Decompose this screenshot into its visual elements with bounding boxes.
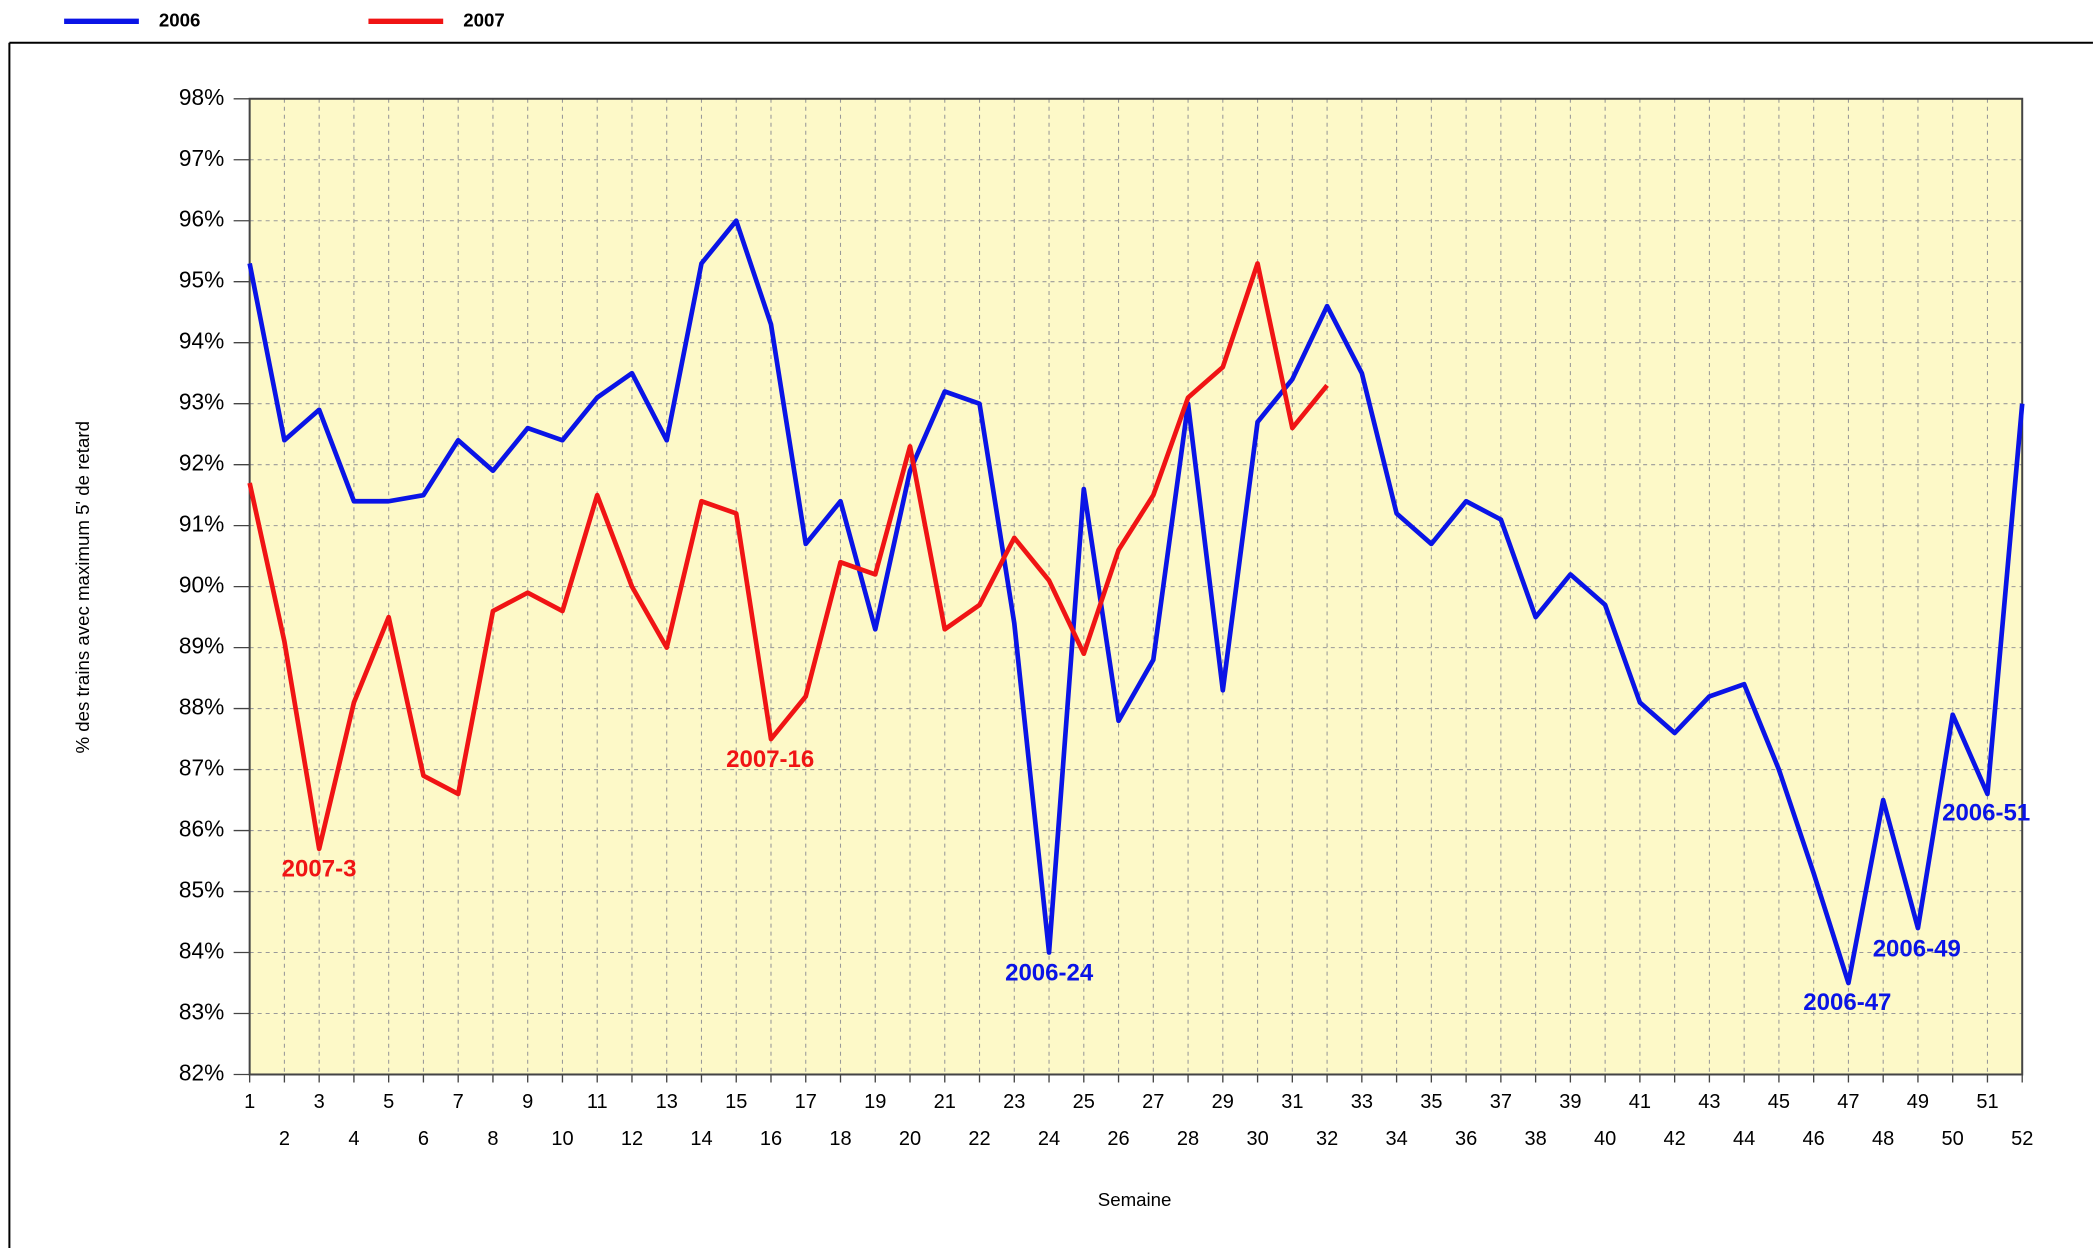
x-tick-label: 45 bbox=[1768, 1091, 1790, 1113]
x-tick-label: 39 bbox=[1559, 1091, 1581, 1113]
legend-label: 2006 bbox=[159, 9, 201, 30]
x-tick-label: 41 bbox=[1629, 1091, 1651, 1113]
y-tick-label: 87% bbox=[179, 755, 224, 781]
x-tick-label: 17 bbox=[795, 1091, 817, 1113]
y-tick-label: 83% bbox=[179, 998, 224, 1024]
x-tick-label: 27 bbox=[1142, 1091, 1164, 1113]
legend-label: 2007 bbox=[463, 9, 505, 30]
x-tick-label: 50 bbox=[1942, 1128, 1964, 1150]
x-tick-label: 22 bbox=[968, 1128, 990, 1150]
x-tick-label: 43 bbox=[1698, 1091, 1720, 1113]
x-tick-label: 38 bbox=[1524, 1128, 1546, 1150]
x-tick-label: 52 bbox=[2011, 1128, 2033, 1150]
annotation: 2007-3 bbox=[282, 856, 357, 883]
x-tick-label: 48 bbox=[1872, 1128, 1894, 1150]
x-tick-label: 20 bbox=[899, 1128, 921, 1150]
x-tick-label: 34 bbox=[1385, 1128, 1407, 1150]
x-tick-label: 32 bbox=[1316, 1128, 1338, 1150]
x-tick-label: 36 bbox=[1455, 1128, 1477, 1150]
x-tick-label: 21 bbox=[934, 1091, 956, 1113]
x-tick-label: 35 bbox=[1420, 1091, 1442, 1113]
x-axis-label: Semaine bbox=[1098, 1189, 1172, 1210]
y-tick-label: 82% bbox=[179, 1059, 224, 1085]
x-tick-label: 12 bbox=[621, 1128, 643, 1150]
y-tick-label: 96% bbox=[179, 206, 224, 232]
x-tick-label: 3 bbox=[314, 1091, 325, 1113]
series-line bbox=[247, 261, 1329, 852]
y-tick-label: 91% bbox=[179, 511, 224, 537]
x-tick-label: 15 bbox=[725, 1091, 747, 1113]
x-tick-label: 49 bbox=[1907, 1091, 1929, 1113]
x-tick-label: 6 bbox=[418, 1128, 429, 1150]
y-tick-label: 97% bbox=[179, 145, 224, 171]
x-tick-label: 29 bbox=[1212, 1091, 1234, 1113]
x-tick-label: 24 bbox=[1038, 1128, 1060, 1150]
x-tick-label: 44 bbox=[1733, 1128, 1755, 1150]
x-tick-label: 51 bbox=[1976, 1091, 1998, 1113]
x-tick-label: 40 bbox=[1594, 1128, 1616, 1150]
x-tick-label: 28 bbox=[1177, 1128, 1199, 1150]
y-tick-label: 90% bbox=[179, 572, 224, 598]
x-tick-label: 11 bbox=[587, 1091, 608, 1113]
y-tick-label: 95% bbox=[179, 267, 224, 293]
y-tick-label: 84% bbox=[179, 938, 224, 964]
x-tick-label: 2 bbox=[279, 1128, 290, 1150]
y-axis-label: % des trains avec maximum 5' de retard bbox=[72, 421, 93, 754]
y-tick-label: 92% bbox=[179, 450, 224, 476]
x-tick-label: 18 bbox=[829, 1128, 851, 1150]
annotation: 2006-24 bbox=[1005, 960, 1094, 987]
x-tick-label: 1 bbox=[244, 1091, 255, 1113]
x-tick-label: 37 bbox=[1490, 1091, 1512, 1113]
annotation: 2007-16 bbox=[726, 746, 814, 773]
x-tick-label: 33 bbox=[1351, 1091, 1373, 1113]
y-tick-label: 98% bbox=[179, 84, 224, 110]
y-tick-label: 86% bbox=[179, 816, 224, 842]
x-tick-label: 23 bbox=[1003, 1091, 1025, 1113]
x-tick-label: 42 bbox=[1664, 1128, 1686, 1150]
x-tick-label: 16 bbox=[760, 1128, 782, 1150]
y-tick-label: 88% bbox=[179, 694, 224, 720]
x-tick-label: 31 bbox=[1281, 1091, 1303, 1113]
x-tick-label: 25 bbox=[1073, 1091, 1095, 1113]
marks bbox=[247, 218, 2025, 986]
x-tick-label: 4 bbox=[348, 1128, 359, 1150]
series-line bbox=[247, 218, 2025, 986]
y-tick-label: 85% bbox=[179, 877, 224, 903]
x-tick-label: 7 bbox=[453, 1091, 464, 1113]
y-tick-label: 93% bbox=[179, 389, 224, 415]
x-tick-label: 8 bbox=[487, 1128, 498, 1150]
x-tick-label: 47 bbox=[1837, 1091, 1859, 1113]
y-tick-label: 94% bbox=[179, 328, 224, 354]
annotation: 2006-47 bbox=[1803, 989, 1891, 1016]
x-tick-label: 5 bbox=[383, 1091, 394, 1113]
y-tick-label: 89% bbox=[179, 633, 224, 659]
annotation: 2006-49 bbox=[1873, 936, 1961, 963]
x-tick-label: 14 bbox=[690, 1128, 712, 1150]
x-tick-label: 10 bbox=[551, 1128, 573, 1150]
x-tick-label: 9 bbox=[522, 1091, 533, 1113]
annotation: 2006-51 bbox=[1942, 800, 2030, 827]
x-tick-label: 26 bbox=[1107, 1128, 1129, 1150]
x-tick-label: 46 bbox=[1803, 1128, 1825, 1150]
x-tick-label: 30 bbox=[1246, 1128, 1268, 1150]
x-tick-label: 19 bbox=[864, 1091, 886, 1113]
x-tick-label: 13 bbox=[656, 1091, 678, 1113]
